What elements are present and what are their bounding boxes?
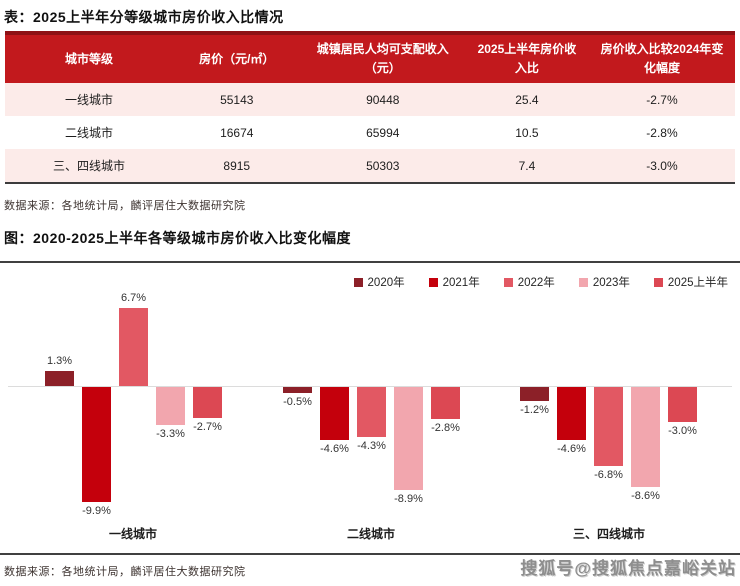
price-income-table: 城市等级 房价（元/㎡） 城镇居民人均可支配收入（元） 2025上半年房价收入比… <box>5 31 735 184</box>
cell-change: -2.8% <box>646 125 678 140</box>
bar-value-label: -2.8% <box>431 422 460 435</box>
cell-income: 65994 <box>366 125 400 140</box>
zero-axis-line <box>8 386 732 387</box>
bar-value-label: 1.3% <box>46 354 73 367</box>
cell-city-tier: 二线城市 <box>64 126 113 140</box>
cell-change: -2.7% <box>646 92 678 107</box>
category-label-tier2: 二线城市 <box>346 527 395 541</box>
chart-legend: 2020年 2021年 2022年 2023年 2025上半年 <box>353 274 728 290</box>
bar-value-label: -3.3% <box>156 428 185 441</box>
bar-2020年-一线城市 <box>45 370 74 386</box>
table-row: 二线城市 16674 65994 10.5 -2.8% <box>5 116 735 149</box>
legend-label: 2022年 <box>517 277 555 289</box>
table-row: 三、四线城市 8915 50303 7.4 -3.0% <box>5 149 735 182</box>
table-data-source: 数据来源：各地统计局，麟评居住大数据研究院 <box>4 200 246 212</box>
bar-2021年-一线城市 <box>82 387 111 502</box>
table-header-ratio: 2025上半年房价收入比 <box>477 42 577 75</box>
cell-income: 90448 <box>366 92 400 107</box>
legend-item-2021: 2021年 <box>428 274 480 290</box>
bar-value-label: -4.6% <box>557 443 586 456</box>
bar-2021年-三、四线城市 <box>557 387 586 441</box>
legend-item-2020: 2020年 <box>353 274 405 290</box>
bar-value-label: -3.0% <box>668 424 697 437</box>
cell-ratio: 25.4 <box>515 92 539 107</box>
table-row: 一线城市 55143 90448 25.4 -2.7% <box>5 83 735 116</box>
legend-item-2025h1: 2025上半年 <box>653 274 728 290</box>
bar-value-label: -8.6% <box>631 489 660 502</box>
cell-income: 50303 <box>366 158 400 173</box>
bar-2020年-三、四线城市 <box>520 387 549 401</box>
sohu-watermark: 搜狐号@搜狐焦点嘉峪关站 <box>520 559 736 578</box>
bar-2022年-一线城市 <box>119 308 148 386</box>
cell-price: 16674 <box>220 125 254 140</box>
bar-value-label: -0.5% <box>283 395 312 408</box>
cell-price: 55143 <box>220 92 254 107</box>
bar-2025上半年-三、四线城市 <box>668 387 697 422</box>
cell-price: 8915 <box>223 158 251 173</box>
bar-2023年-二线城市 <box>394 387 423 491</box>
bar-chart: 2020年 2021年 2022年 2023年 2025上半年 1.3% -0.5… <box>0 261 740 555</box>
legend-swatch-icon <box>653 277 663 287</box>
legend-label: 2021年 <box>442 277 480 289</box>
legend-label: 2020年 <box>367 277 405 289</box>
table-section-title: 表：2025上半年分等级城市房价收入比情况 <box>4 9 284 25</box>
bar-2025上半年-一线城市 <box>193 387 222 419</box>
chart-section-title: 图：2020-2025上半年各等级城市房价收入比变化幅度 <box>4 230 351 246</box>
legend-label: 2023年 <box>592 277 630 289</box>
legend-label: 2025上半年 <box>667 277 728 289</box>
table-header-row: 城市等级 房价（元/㎡） 城镇居民人均可支配收入（元） 2025上半年房价收入比… <box>5 31 735 83</box>
table-header-price: 房价（元/㎡） <box>199 51 275 66</box>
chart-plot-area: 1.3% -0.5% -1.2% -9.9% -4.6% -4.6% 6.7% -4.3% -6… <box>0 263 740 553</box>
bar-value-label: -2.7% <box>193 421 222 434</box>
category-label-tier34: 三、四线城市 <box>572 527 645 541</box>
legend-swatch-icon <box>428 277 438 287</box>
legend-item-2022: 2022年 <box>503 274 555 290</box>
bar-value-label: -4.6% <box>320 443 349 456</box>
bar-value-label: -1.2% <box>520 403 549 416</box>
legend-swatch-icon <box>353 277 363 287</box>
bar-2020年-二线城市 <box>283 387 312 393</box>
bar-value-label: -8.9% <box>394 493 423 506</box>
bar-2023年-三、四线城市 <box>631 387 660 487</box>
table-header-city-tier: 城市等级 <box>64 51 113 66</box>
bar-2023年-一线城市 <box>156 387 185 426</box>
cell-city-tier: 一线城市 <box>64 93 113 107</box>
legend-swatch-icon <box>578 277 588 287</box>
legend-swatch-icon <box>503 277 513 287</box>
bar-value-label: -4.3% <box>357 439 386 452</box>
bar-value-label: -9.9% <box>82 504 111 517</box>
bar-2021年-二线城市 <box>320 387 349 441</box>
bar-2022年-三、四线城市 <box>594 387 623 466</box>
cell-change: -3.0% <box>646 158 678 173</box>
legend-item-2023: 2023年 <box>578 274 630 290</box>
bar-value-label: -6.8% <box>594 468 623 481</box>
chart-data-source: 数据来源：各地统计局，麟评居住大数据研究院 <box>4 566 246 578</box>
cell-city-tier: 三、四线城市 <box>52 159 125 173</box>
category-label-tier1: 一线城市 <box>108 527 157 541</box>
table-header-income: 城镇居民人均可支配收入（元） <box>316 42 449 75</box>
bar-2022年-二线城市 <box>357 387 386 437</box>
table-header-change: 房价收入比较2024年变化幅度 <box>600 42 724 75</box>
bar-2025上半年-二线城市 <box>431 387 460 420</box>
cell-ratio: 7.4 <box>518 158 536 173</box>
bar-value-label: 6.7% <box>120 292 147 305</box>
cell-ratio: 10.5 <box>515 125 539 140</box>
